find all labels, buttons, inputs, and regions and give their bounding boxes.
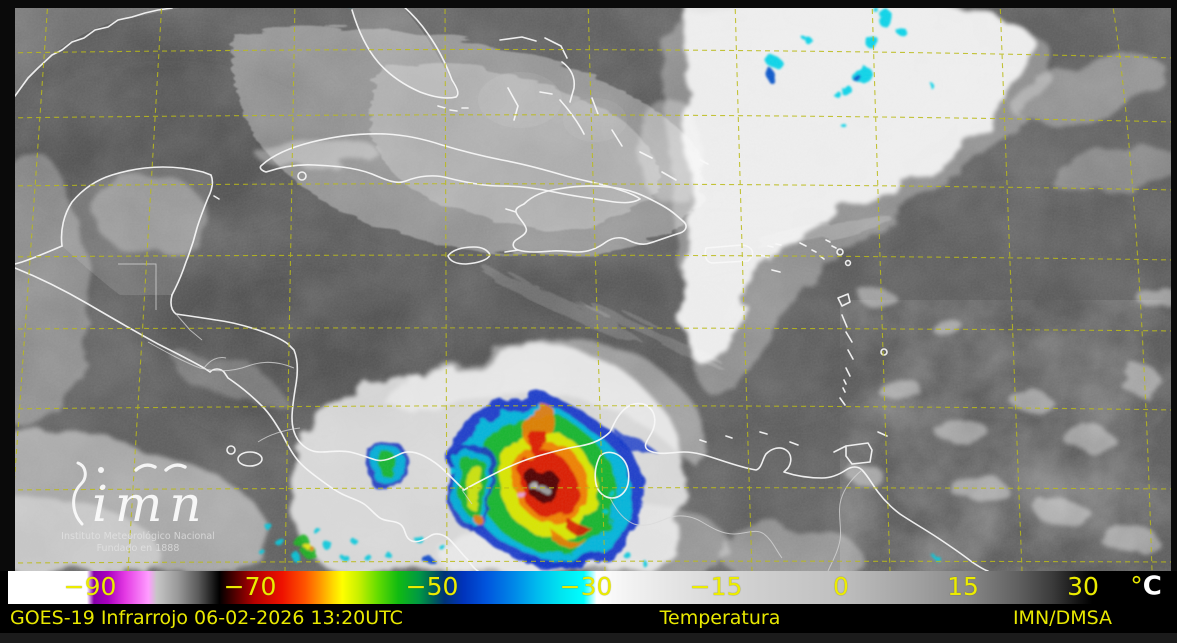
colorbar-unit: °C bbox=[1130, 571, 1162, 601]
colorbar-tick: −70 bbox=[223, 571, 277, 601]
colorbar-tick: 15 bbox=[947, 571, 979, 601]
temperature-colorbar: −90 −70 −50 −30 −15 0 15 30 °C bbox=[0, 571, 1177, 604]
product-label: GOES-19 Infrarrojo 06-02-2026 13:20UTC bbox=[10, 607, 403, 629]
satellite-map-area: imn Instituto Meteorológico Nacional Fun… bbox=[0, 0, 1177, 583]
credit-label: IMN/DMSA bbox=[1012, 607, 1112, 629]
degree-symbol: ° bbox=[1130, 571, 1143, 600]
satellite-map: imn Instituto Meteorológico Nacional Fun… bbox=[0, 0, 1177, 583]
frame-borders bbox=[0, 0, 1177, 571]
colorbar-tick: −90 bbox=[63, 571, 117, 601]
colorbar-tick: 0 bbox=[833, 571, 849, 601]
colorbar-tick: −30 bbox=[559, 571, 613, 601]
footer-bar: GOES-19 Infrarrojo 06-02-2026 13:20UTC T… bbox=[0, 604, 1177, 633]
bottom-strip bbox=[0, 633, 1177, 643]
colorbar-tick: −50 bbox=[405, 571, 459, 601]
colorbar-tick: −15 bbox=[689, 571, 743, 601]
image-grain bbox=[0, 0, 1177, 571]
colorbar-gradient bbox=[8, 571, 1169, 604]
colorbar-tick: 30 bbox=[1067, 571, 1099, 601]
celsius-letter: C bbox=[1142, 571, 1162, 601]
parameter-label: Temperatura bbox=[659, 607, 781, 629]
